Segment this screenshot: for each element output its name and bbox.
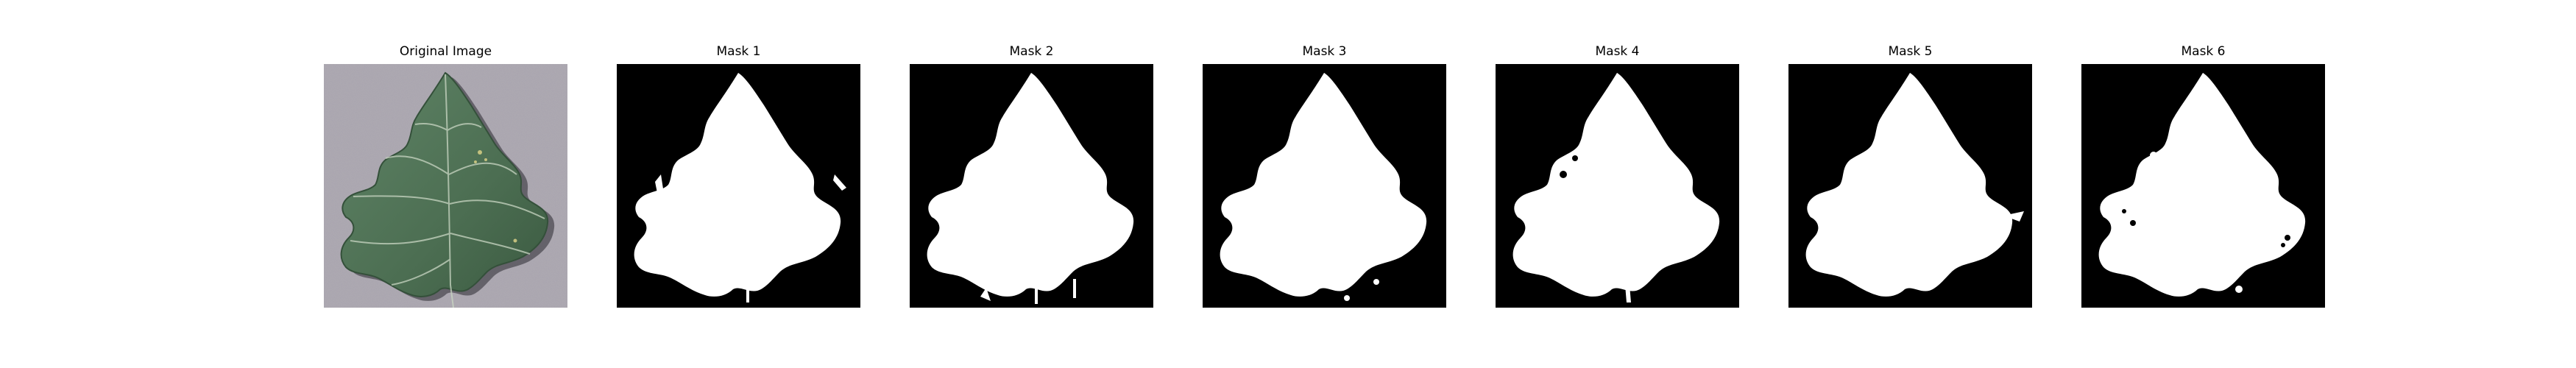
panel-mask-3: Mask 3 (1203, 0, 1446, 368)
segmentation-mask (910, 64, 1153, 308)
mask-region (1220, 73, 1427, 297)
segmentation-mask (1203, 64, 1446, 308)
mask-region (1805, 73, 2013, 297)
leaf-spots (474, 150, 517, 243)
panel-title: Original Image (399, 44, 492, 59)
segmentation-mask (2081, 64, 2325, 308)
segmentation-mask (1788, 64, 2032, 308)
segmentation-mask (617, 64, 860, 308)
mask-region (634, 73, 841, 297)
panel-title: Mask 4 (1595, 44, 1640, 59)
segmentation-mask (1496, 64, 1739, 308)
panel-mask-6: Mask 6 (2081, 0, 2325, 368)
panel-mask-4: Mask 4 (1496, 0, 1739, 368)
panel-original-image: Original Image (324, 0, 567, 368)
panel-title: Mask 6 (2181, 44, 2226, 59)
panel-mask-2: Mask 2 (910, 0, 1153, 368)
original-leaf-photo (324, 64, 567, 308)
mask-region (927, 73, 1134, 297)
panel-title: Mask 5 (1888, 44, 1933, 59)
panel-title: Mask 3 (1302, 44, 1347, 59)
panel-mask-1: Mask 1 (617, 0, 860, 368)
mask-region (1512, 73, 1720, 297)
panel-title: Mask 2 (1009, 44, 1054, 59)
mask-region (2098, 73, 2306, 297)
panel-title: Mask 1 (716, 44, 761, 59)
leaf (340, 71, 549, 297)
panel-mask-5: Mask 5 (1788, 0, 2032, 368)
leaf-veins (350, 74, 545, 308)
